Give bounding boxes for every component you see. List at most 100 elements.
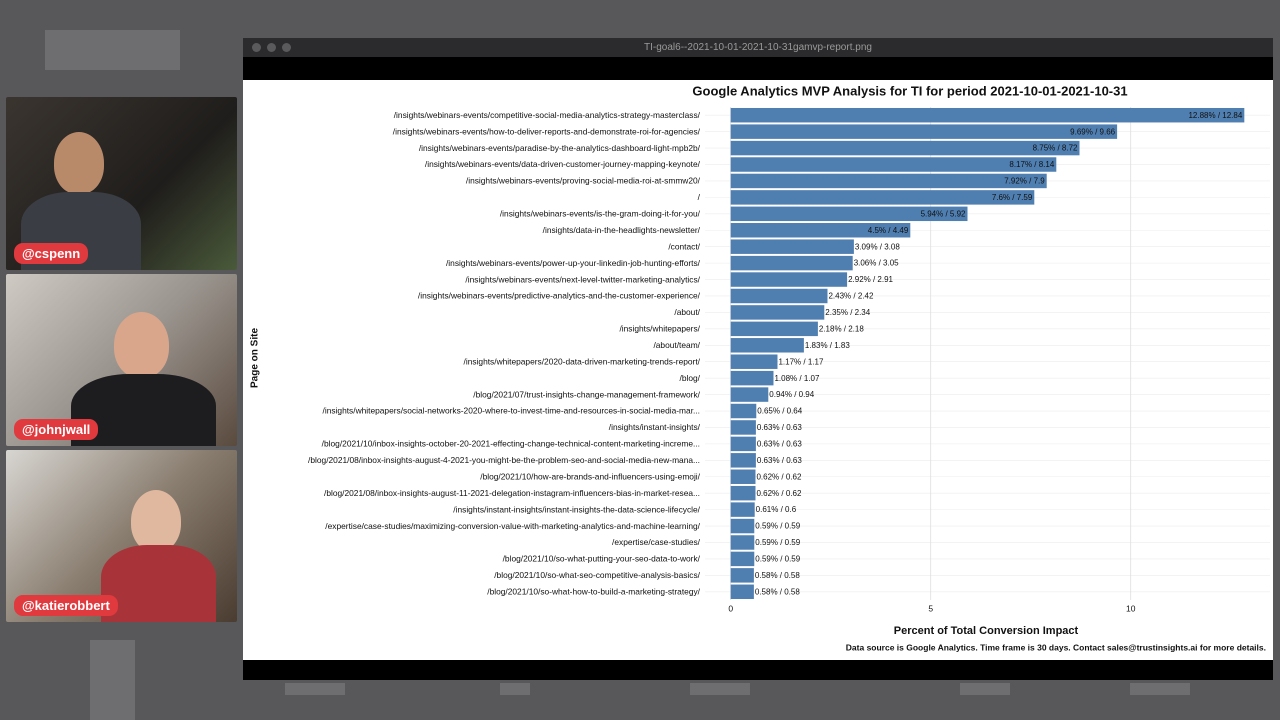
background-block <box>690 683 750 695</box>
y-tick-label: /blog/2021/10/so-what-how-to-build-a-mar… <box>487 587 700 597</box>
bar <box>730 157 1057 172</box>
value-label: 0.63% / 0.63 <box>757 423 802 432</box>
y-tick-label: /insights/webinars-events/power-up-your-… <box>446 258 701 268</box>
bar <box>730 584 754 600</box>
bar <box>730 551 755 567</box>
y-tick-label: /expertise/case-studies/ <box>612 537 701 547</box>
bar <box>730 535 755 550</box>
value-label: 7.92% / 7.9 <box>1004 177 1045 186</box>
x-tick-label: 10 <box>1126 603 1136 613</box>
window-button[interactable] <box>252 43 261 52</box>
y-tick-label: /insights/webinars-events/competitive-so… <box>394 110 701 120</box>
bar <box>730 420 756 435</box>
video-tile: @katierobbert <box>6 450 237 622</box>
background-block <box>960 683 1010 695</box>
y-tick-label: /blog/2021/08/inbox-insights-august-4-20… <box>308 455 700 465</box>
bar <box>730 321 818 337</box>
y-tick-label: /insights/webinars-events/is-the-gram-do… <box>500 209 701 219</box>
bar <box>730 190 1035 205</box>
value-label: 0.62% / 0.62 <box>756 489 801 498</box>
y-tick-label: /insights/whitepapers/ <box>619 324 700 334</box>
value-label: 0.59% / 0.59 <box>755 555 800 564</box>
bar <box>730 173 1047 189</box>
value-label: 0.58% / 0.58 <box>755 587 800 596</box>
y-tick-label: /expertise/case-studies/maximizing-conve… <box>325 521 700 531</box>
value-label: 3.06% / 3.05 <box>854 259 899 268</box>
value-label: 12.88% / 12.84 <box>1188 111 1242 120</box>
value-label: 1.08% / 1.07 <box>774 374 819 383</box>
bar <box>730 469 756 484</box>
y-tick-label: /insights/webinars-events/data-driven-cu… <box>425 159 701 169</box>
background-block <box>500 683 530 695</box>
bar <box>730 453 756 468</box>
y-tick-label: /contact/ <box>668 241 700 251</box>
title-bar: TI-goal6--2021-10-01-2021-10-31gamvp-rep… <box>243 38 1273 57</box>
value-label: 0.63% / 0.63 <box>757 439 802 448</box>
y-tick-label: /blog/2021/07/trust-insights-change-mana… <box>473 389 700 399</box>
bar <box>730 436 756 452</box>
y-tick-label: /insights/whitepapers/2020-data-driven-m… <box>464 356 701 366</box>
value-label: 0.65% / 0.64 <box>757 407 802 416</box>
value-label: 0.62% / 0.62 <box>756 472 801 481</box>
value-label: 3.09% / 3.08 <box>855 242 900 251</box>
value-label: 2.92% / 2.91 <box>848 275 893 284</box>
value-label: 8.17% / 8.14 <box>1009 160 1054 169</box>
bar <box>730 107 1245 123</box>
y-tick-label: /insights/instant-insights/instant-insig… <box>453 504 700 514</box>
value-label: 0.58% / 0.58 <box>755 571 800 580</box>
value-label: 0.94% / 0.94 <box>769 390 814 399</box>
bar <box>730 338 804 353</box>
y-tick-label: / <box>698 192 701 202</box>
participant-tag: @johnjwall <box>14 419 99 440</box>
window-title: TI-goal6--2021-10-01-2021-10-31gamvp-rep… <box>644 42 872 53</box>
bar <box>730 288 828 304</box>
y-tick-label: /about/team/ <box>653 340 700 350</box>
value-label: 0.61% / 0.6 <box>756 505 797 514</box>
value-label: 2.35% / 2.34 <box>825 308 870 317</box>
caption: Data source is Google Analytics. Time fr… <box>846 642 1266 652</box>
bar <box>730 370 774 386</box>
person <box>101 545 216 622</box>
participant-tag: @cspenn <box>14 243 89 264</box>
bar <box>730 403 757 419</box>
bar <box>730 272 848 287</box>
value-label: 7.6% / 7.59 <box>992 193 1033 202</box>
chart: Google Analytics MVP Analysis for TI for… <box>250 83 1270 652</box>
bar <box>730 239 854 254</box>
y-tick-label: /insights/webinars-events/proving-social… <box>466 176 701 186</box>
bar <box>730 223 911 238</box>
y-tick-label: /blog/2021/08/inbox-insights-august-11-2… <box>324 488 700 498</box>
y-tick-label: /blog/2021/10/inbox-insights-october-20-… <box>322 439 700 449</box>
value-label: 9.69% / 9.66 <box>1070 127 1115 136</box>
window-button[interactable] <box>267 43 276 52</box>
y-tick-label: /insights/webinars-events/paradise-by-th… <box>419 143 701 153</box>
value-label: 4.5% / 4.49 <box>868 226 909 235</box>
window-button[interactable] <box>282 43 291 52</box>
y-tick-label: /insights/webinars-events/how-to-deliver… <box>393 126 701 136</box>
y-tick-label: /insights/webinars-events/predictive-ana… <box>418 291 701 301</box>
bar <box>730 206 968 222</box>
value-label: 5.94% / 5.92 <box>921 209 966 218</box>
x-axis-label: Percent of Total Conversion Impact <box>894 625 1079 637</box>
x-tick-label: 5 <box>928 603 933 613</box>
bar <box>730 255 853 271</box>
y-tick-label: /insights/webinars-events/next-level-twi… <box>465 274 700 284</box>
background-block <box>1130 683 1190 695</box>
value-label: 2.18% / 2.18 <box>819 324 864 333</box>
value-label: 0.63% / 0.63 <box>757 456 802 465</box>
video-tile: @cspenn <box>6 97 237 270</box>
y-tick-label: /blog/2021/10/so-what-putting-your-seo-d… <box>503 554 701 564</box>
person <box>54 132 104 194</box>
value-label: 1.17% / 1.17 <box>778 357 823 366</box>
image-area: Google Analytics MVP Analysis for TI for… <box>243 80 1273 660</box>
y-tick-label: /about/ <box>674 307 700 317</box>
image-viewer-window: TI-goal6--2021-10-01-2021-10-31gamvp-rep… <box>243 38 1273 680</box>
y-tick-label: /insights/instant-insights/ <box>609 422 701 432</box>
value-label: 2.43% / 2.42 <box>828 292 873 301</box>
y-tick-label: /blog/ <box>680 373 701 383</box>
background-logo <box>90 640 135 720</box>
value-label: 1.83% / 1.83 <box>805 341 850 350</box>
bar <box>730 518 755 534</box>
bar <box>730 140 1080 156</box>
